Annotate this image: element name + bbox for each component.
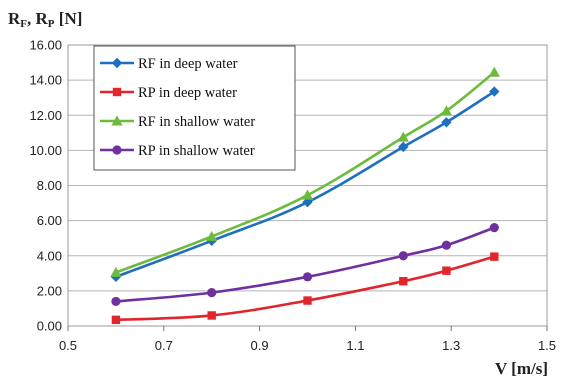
data-point-rf-in-shallow-water bbox=[440, 105, 453, 116]
y-tick-label: 2.00 bbox=[37, 283, 62, 298]
legend-label: RP in deep water bbox=[138, 85, 237, 101]
data-point-rp-in-shallow-water bbox=[441, 240, 452, 250]
data-point-rp-in-deep-water bbox=[399, 277, 408, 286]
legend-label: RP in shallow water bbox=[138, 143, 255, 159]
x-tick-label: 1.1 bbox=[346, 338, 364, 353]
data-point-rp-in-shallow-water bbox=[302, 272, 313, 282]
legend-item-rf-in-shallow-water: RF in shallow water bbox=[100, 114, 255, 130]
data-point-rf-in-deep-water bbox=[398, 141, 409, 153]
data-point-rf-in-deep-water bbox=[489, 86, 500, 97]
y-tick-label: 16.00 bbox=[29, 38, 62, 53]
legend-item-rp-in-deep-water: RP in deep water bbox=[100, 85, 237, 101]
data-point-rp-in-shallow-water bbox=[398, 251, 408, 261]
series-rf-in-shallow-water bbox=[110, 66, 500, 277]
x-tick-label: 1.5 bbox=[538, 338, 556, 353]
data-point-rf-in-shallow-water bbox=[206, 230, 218, 241]
legend-swatch-marker bbox=[112, 87, 122, 97]
legend-swatch-marker bbox=[112, 145, 122, 155]
series-line-rp-in-deep-water bbox=[115, 255, 495, 322]
y-axis-title: RF, RP [N] bbox=[8, 9, 82, 30]
x-tick-label: 0.5 bbox=[59, 338, 77, 353]
data-point-rf-in-shallow-water bbox=[301, 189, 314, 200]
legend-item-rf-in-deep-water: RF in deep water bbox=[100, 56, 238, 72]
legend-label: RF in shallow water bbox=[138, 114, 255, 130]
data-point-rp-in-deep-water bbox=[303, 296, 312, 305]
x-tick-label: 0.9 bbox=[251, 338, 269, 353]
legend-label: RF in deep water bbox=[138, 56, 238, 72]
data-point-rp-in-deep-water bbox=[442, 266, 451, 275]
y-tick-label: 0.00 bbox=[37, 319, 62, 334]
data-point-rp-in-shallow-water bbox=[489, 223, 499, 233]
y-tick-label: 6.00 bbox=[37, 213, 62, 228]
x-tick-label: 1.3 bbox=[442, 338, 460, 353]
x-tick-label: 0.7 bbox=[155, 338, 173, 353]
legend: RF in deep water RP in deep water RF in sh… bbox=[93, 45, 296, 171]
series-layer bbox=[110, 66, 500, 325]
y-tick-labels: 0.00 2.00 4.00 6.00 8.00 10.00 12.00 14.00 16.00 bbox=[29, 38, 62, 334]
plot-area-frame bbox=[67, 44, 548, 327]
y-tick-label: 10.00 bbox=[29, 143, 62, 158]
data-point-rf-in-shallow-water bbox=[110, 266, 122, 277]
data-point-rf-in-shallow-water bbox=[488, 66, 500, 77]
data-point-rf-in-shallow-water bbox=[397, 131, 409, 142]
data-point-rp-in-deep-water bbox=[207, 311, 216, 320]
x-tick-labels: 0.5 0.7 0.9 1.1 1.3 1.5 bbox=[59, 326, 556, 353]
data-point-rp-in-shallow-water bbox=[207, 288, 217, 298]
y-tick-label: 4.00 bbox=[37, 248, 62, 263]
data-point-rp-in-deep-water bbox=[111, 315, 121, 325]
series-rp-in-deep-water bbox=[111, 252, 499, 325]
series-line-rp-in-shallow-water bbox=[115, 226, 495, 303]
legend-item-rp-in-shallow-water: RP in shallow water bbox=[100, 143, 255, 159]
x-axis-title: V [m/s] bbox=[495, 359, 548, 378]
legend-swatch-marker bbox=[111, 115, 123, 126]
data-point-rp-in-shallow-water bbox=[111, 296, 121, 307]
data-point-rf-in-deep-water bbox=[441, 117, 452, 128]
data-point-rp-in-deep-water bbox=[490, 252, 499, 261]
y-tick-label: 12.00 bbox=[29, 108, 62, 123]
series-rp-in-shallow-water bbox=[111, 223, 499, 307]
y-tick-label: 14.00 bbox=[29, 73, 62, 88]
legend-swatch-marker bbox=[111, 57, 123, 69]
y-tick-label: 8.00 bbox=[37, 178, 62, 193]
